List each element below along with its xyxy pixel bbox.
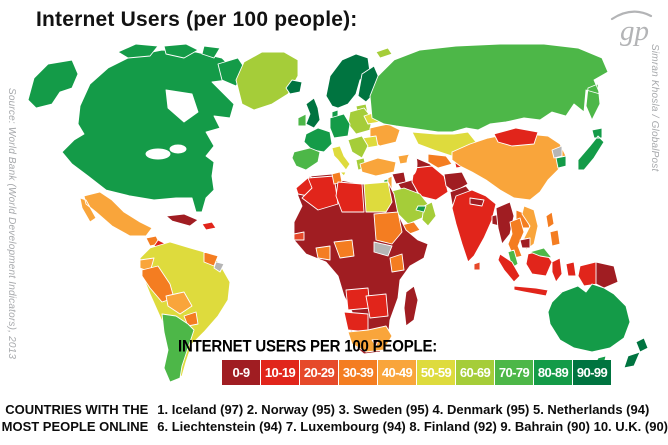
region-iran [411,165,449,201]
ranking-line2: 6. Liechtenstein (94) 7. Luxembourg (94)… [157,419,668,434]
legend-swatch-70-79: 70-79 [495,360,533,385]
region-hispaniola [201,221,217,231]
footer-label-line1: COUNTRIES WITH THE [5,402,149,417]
region-egypt [363,181,393,213]
region-bolivia [165,291,193,315]
region-thailand [507,217,525,259]
region-australia [547,283,631,353]
legend-swatch-60-69: 60-69 [456,360,494,385]
region-arctic-islands [163,43,199,59]
legend-swatch-90-99: 90-99 [573,360,611,385]
region-myanmar [495,201,515,245]
region-libya [335,181,365,213]
region-madagascar [403,285,419,327]
author-credit: Simran Khosla / GlobalPost [649,44,660,172]
region-namibia-botswana [343,311,369,333]
region-india [451,189,497,263]
great-lakes [169,144,187,154]
region-senegal [293,231,305,241]
region-malaysia-borneo [529,247,553,259]
region-new-zealand [623,337,649,369]
region-south-korea [555,155,567,169]
footer-label-line2: MOST PEOPLE ONLINE [1,419,149,434]
legend-swatch-40-49: 40-49 [378,360,416,385]
page-title: Internet Users (per 100 people): [36,8,358,31]
legend-swatch-0-9: 0-9 [222,360,260,385]
region-svalbard [375,47,393,59]
region-mexico [79,191,153,237]
legend-buckets: 0-9 10-19 20-29 30-39 40-49 50-59 60-69 70-79 80… [222,360,612,385]
region-central-europe [329,113,351,139]
region-zambia-zimbabwe [365,293,389,319]
region-chile-argentina [161,313,195,383]
ranking-line1: 1. Iceland (97) 2. Norway (95) 3. Sweden… [157,402,650,417]
region-papua-new-guinea [595,261,619,289]
region-nepal [469,197,485,207]
region-arctic-islands [117,43,159,59]
legend-swatch-30-39: 30-39 [339,360,377,385]
region-alaska [27,59,79,109]
region-java [513,285,549,297]
legend-swatch-50-59: 50-59 [417,360,455,385]
region-kenya [389,253,405,273]
region-french-guiana [213,261,225,273]
caspian-sea [406,152,418,176]
region-philippines [545,211,561,247]
legend-swatch-10-19: 10-19 [261,360,299,385]
region-sudan [373,211,403,245]
legend-swatch-80-89: 80-89 [534,360,572,385]
footer-label: COUNTRIES WITH THE MOST PEOPLE ONLINE [0,401,149,435]
region-greenland [235,51,299,111]
region-papua-indonesia [577,261,599,287]
region-sri-lanka [473,261,481,271]
region-uk [305,97,321,129]
region-arctic-islands [201,45,221,59]
region-mongolia [493,127,539,147]
region-south-sudan [373,241,393,257]
region-cambodia [519,237,531,249]
region-japan [577,127,605,171]
region-russia [369,43,609,133]
region-south-africa [347,325,393,353]
footer-ranking: 1. Iceland (97) 2. Norway (95) 3. Sweden… [157,401,668,435]
region-guyanas [203,251,219,267]
great-lakes [145,148,171,160]
region-uae [415,205,427,213]
region-usa-canada [61,49,235,213]
region-turkey [359,157,397,177]
region-ghana-ivory-coast [315,245,331,261]
region-cuba [165,213,199,227]
region-uzbekistan [427,153,453,169]
globalpost-logo: gp [608,4,654,51]
source-credit: Source: World Bank (World Development In… [6,88,17,360]
region-north-korea [551,145,563,159]
legend-swatch-20-29: 20-29 [300,360,338,385]
footer: COUNTRIES WITH THE MOST PEOPLE ONLINE 1.… [0,401,668,435]
region-sulawesi [551,257,577,283]
region-iberia [291,147,321,171]
legend: INTERNET USERS PER 100 PEOPLE: 0-9 10-19 2… [178,337,612,385]
region-france [303,127,333,153]
logo-gp-text: gp [620,15,649,46]
region-iceland [285,79,303,95]
hudson-bay [165,89,199,123]
region-nigeria [333,239,355,259]
logo-arc [610,10,653,21]
region-ireland [297,113,307,127]
legend-title: INTERNET USERS PER 100 PEOPLE: [178,337,438,357]
region-sumatra [497,253,521,283]
region-italy [331,145,351,177]
region-lesotho [371,339,379,347]
region-balkans [347,135,369,159]
